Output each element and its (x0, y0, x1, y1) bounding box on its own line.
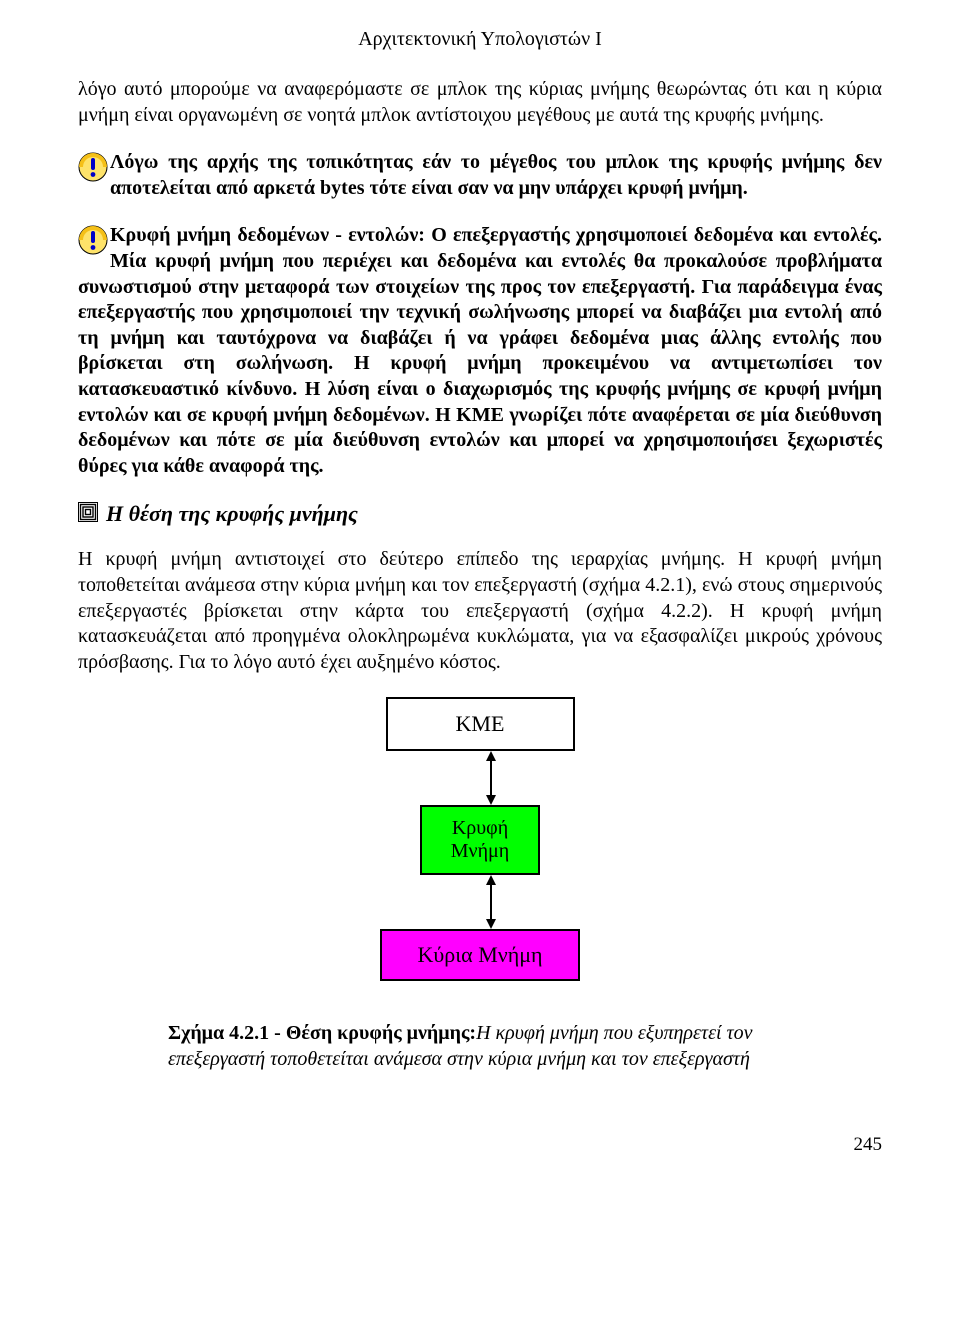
diagram-box-main-memory-label: Κύρια Μνήμη (417, 942, 542, 968)
warning-icon (78, 152, 108, 187)
callout2-lead: Κρυφή μνήμη δεδομένων - εντολών: Ο επεξε… (110, 224, 882, 246)
diagram-box-cpu: ΚΜΕ (386, 697, 575, 751)
callout-locality: Λόγω της αρχής της τοπικότητας εάν το μέ… (78, 150, 882, 201)
diagram-box-cpu-label: ΚΜΕ (456, 711, 505, 737)
intro-paragraph: λόγο αυτό μπορούμε να αναφερόμαστε σε μπ… (78, 77, 882, 128)
warning-icon (78, 225, 108, 263)
memory-hierarchy-diagram: ΚΜΕ Κρυφή Μνήμη Κύρια Μνήμη (78, 697, 882, 981)
diagram-box-cache-label: Κρυφή Μνήμη (451, 817, 509, 863)
section-title: Η θέση της κρυφής μνήμης (106, 501, 358, 527)
section-paragraph: Η κρυφή μνήμη αντιστοιχεί στο δεύτερο επ… (78, 547, 882, 675)
callout-locality-text: Λόγω της αρχής της τοπικότητας εάν το μέ… (110, 150, 882, 201)
diagram-box-main-memory: Κύρια Μνήμη (380, 929, 580, 981)
diagram-box-cache: Κρυφή Μνήμη (420, 805, 540, 875)
callout2-tail: Για παράδειγμα ένας επεξεργαστής που χρη… (78, 276, 882, 477)
section-heading: Η θέση της κρυφής μνήμης (78, 501, 882, 527)
callout-data-instr-text: Κρυφή μνήμη δεδομένων - εντολών: Ο επεξε… (78, 223, 882, 479)
page-header-title: Αρχιτεκτονική Υπολογιστών Ι (358, 28, 602, 50)
figure-caption: Σχήμα 4.2.1 - Θέση κρυφής μνήμης:Η κρυφή… (168, 1021, 818, 1072)
figure-caption-bold: Σχήμα 4.2.1 - Θέση κρυφής μνήμης: (168, 1022, 476, 1044)
page-number: 245 (78, 1134, 882, 1156)
spiral-icon (78, 502, 98, 527)
callout-data-instr: Κρυφή μνήμη δεδομένων - εντολών: Ο επεξε… (78, 223, 882, 479)
page-header: Αρχιτεκτονική Υπολογιστών Ι (78, 28, 882, 51)
